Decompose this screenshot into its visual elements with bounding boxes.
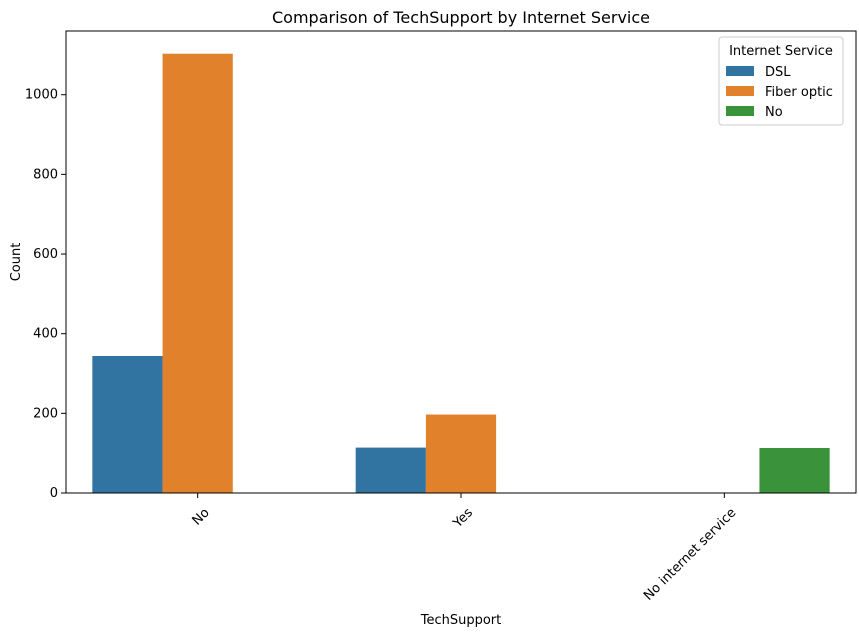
y-tick-label: 0: [50, 486, 58, 501]
y-tick-label: 800: [33, 167, 58, 182]
legend-swatch-fiber-optic: [726, 86, 754, 96]
bar-dsl-no: [92, 355, 163, 493]
bar-no-no-internet-service: [759, 447, 830, 493]
bar-fiber-optic-no: [162, 53, 233, 494]
y-tick-label: 600: [33, 247, 58, 262]
legend-label-dsl: DSL: [765, 65, 791, 80]
x-tick-label: No internet service: [641, 505, 739, 603]
x-tick-label: No: [190, 505, 213, 528]
legend: Internet Service DSL Fiber optic No: [718, 36, 844, 126]
y-tick-label: 200: [33, 406, 58, 421]
legend-swatch-no: [726, 106, 754, 116]
y-axis: 0 200 400 600 800 1000: [25, 88, 66, 501]
bar-dsl-yes: [355, 447, 426, 493]
x-axis-label: TechSupport: [420, 613, 502, 628]
legend-swatch-dsl: [726, 66, 754, 76]
legend-label-no: No: [765, 105, 783, 120]
legend-title: Internet Service: [729, 44, 833, 59]
bars-group: [92, 53, 830, 494]
legend-box: [718, 36, 844, 126]
bar-fiber-optic-yes: [425, 414, 497, 493]
chart-title: Comparison of TechSupport by Internet Se…: [272, 8, 650, 27]
y-tick-label: 400: [33, 327, 58, 342]
x-tick-label: Yes: [450, 505, 476, 531]
y-axis-label: Count: [9, 243, 24, 282]
y-tick-label: 1000: [25, 88, 58, 103]
plot-frame: [65, 30, 857, 494]
x-axis: No Yes No internet service: [190, 493, 739, 604]
legend-label-fiber-optic: Fiber optic: [765, 85, 833, 100]
